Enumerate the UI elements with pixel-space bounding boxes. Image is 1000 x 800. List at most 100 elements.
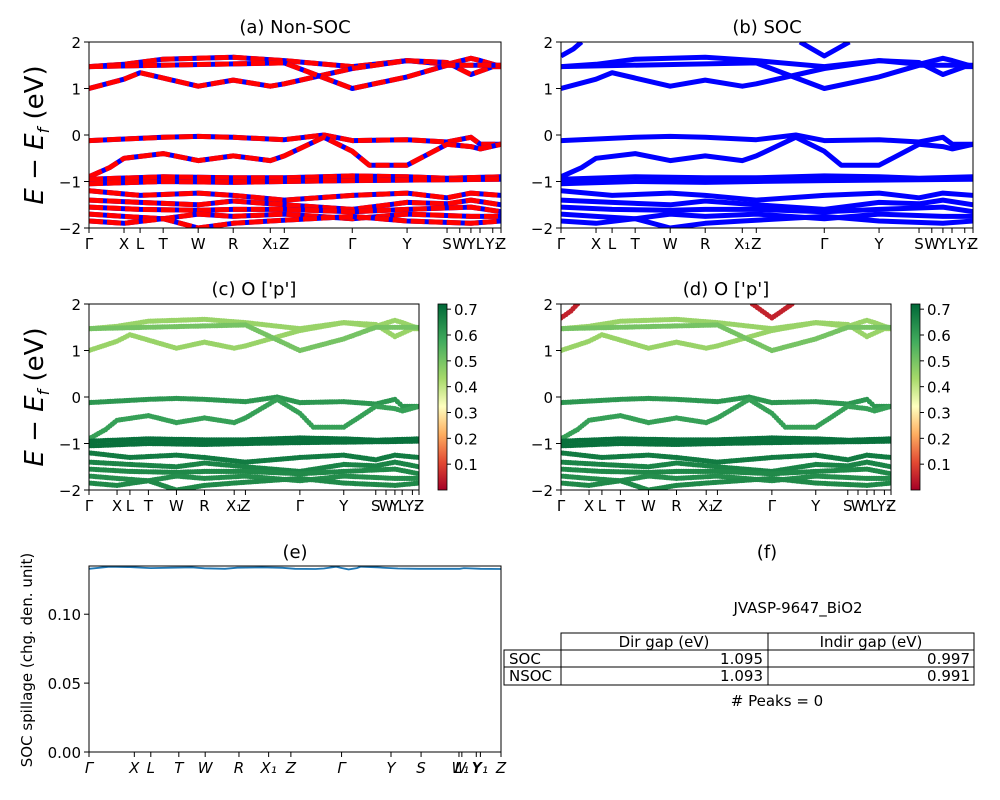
y-tick-label: 0.05: [48, 675, 81, 693]
x-tick-label: Y: [338, 497, 349, 515]
x-tick-label: Y₁: [876, 497, 892, 515]
x-tick-label: Z: [240, 497, 250, 515]
band-point: [888, 480, 891, 486]
bands: [89, 316, 419, 490]
x-tick-label: L: [476, 235, 485, 253]
band-line: [561, 58, 973, 91]
peaks-count: # Peaks = 0: [731, 692, 823, 710]
x-tick-label: Y₁: [473, 759, 488, 777]
panel-a: 210−1−2Γ X L T W R X₁ Z Γ Y S W Y L Y₁Z: [59, 34, 506, 253]
band-line: [561, 176, 973, 187]
bands: [89, 54, 501, 228]
band-line-nsoc: [89, 58, 501, 91]
ylabel-e: SOC spillage (chg. den. unit): [18, 553, 36, 768]
y-tick-label: 0: [543, 127, 553, 145]
band-line-nsoc: [89, 211, 501, 222]
band-line: [561, 211, 973, 222]
band-line-nsoc: [89, 132, 501, 147]
x-tick-label: R: [228, 235, 238, 253]
col-header-indir-gap: Indir gap (eV): [820, 633, 923, 651]
x-tick-label: X: [584, 497, 594, 515]
band-line-nsoc: [89, 188, 501, 203]
colorbar-d: 0.7 0.6 0.5 0.4 0.3 0.2 0.1: [910, 301, 951, 491]
x-tick-label: Γ: [820, 235, 829, 253]
band-point: [888, 471, 891, 477]
x-tick-label: S: [914, 235, 924, 253]
colorbar-tick-label: 0.2: [927, 430, 951, 448]
x-tick-label: Y: [873, 235, 884, 253]
y-tick-label: 1: [71, 343, 81, 361]
x-tick-label: T: [615, 497, 626, 515]
nsoc-dir-gap: 1.093: [720, 667, 763, 685]
spillage: [89, 566, 501, 571]
x-tick-label: Γ: [337, 759, 347, 777]
colorbar-tick-label: 0.1: [927, 456, 951, 474]
y-tick-label: −1: [59, 174, 81, 192]
x-tick-label: Γ: [85, 759, 95, 777]
x-tick-label: X₁: [226, 497, 242, 515]
x-tick-label: L₁: [455, 759, 469, 777]
colorbar-tick-label: 0.1: [454, 456, 478, 474]
plot-frame: [560, 41, 974, 229]
nsoc-indir-gap: 0.991: [927, 667, 970, 685]
band-line: [561, 134, 973, 180]
x-tick-label: X: [112, 497, 122, 515]
colorbar-tick-label: 0.3: [454, 405, 478, 423]
y-tick-label: 0.10: [48, 606, 81, 624]
x-tick-label: Z: [414, 497, 424, 515]
y-tick-label: 1: [543, 81, 553, 99]
colorbar-tick-label: 0.2: [454, 430, 478, 448]
panel-c-title: (c) O ['p']: [212, 279, 297, 300]
x-tick-label: Γ: [85, 497, 94, 515]
band-point: [574, 304, 581, 307]
y-tick-label: −2: [59, 482, 81, 500]
x-tick-label: S: [843, 497, 853, 515]
band-line: [561, 188, 973, 203]
y-tick-label: 0: [71, 389, 81, 407]
band-point: [416, 454, 419, 460]
x-tick-label: L: [608, 235, 617, 253]
colorbar-tick-label: 0.4: [927, 379, 951, 397]
colorbar-tick-label: 0.4: [454, 379, 478, 397]
colorbar-tick-label: 0.6: [927, 327, 951, 345]
colorbar-tick-label: 0.6: [454, 327, 478, 345]
band-point: [416, 475, 419, 481]
x-tick-label: R: [700, 235, 710, 253]
results-table: JVASP-9647_BiO2 Dir gap (eV) Indir gap (…: [503, 599, 975, 710]
x-tick-label: Z: [495, 759, 507, 777]
x-tick-label: W: [663, 235, 678, 253]
plot-frame: [88, 565, 502, 753]
colorbar-tick-label: 0.7: [927, 301, 951, 319]
x-tick-label: W: [198, 759, 214, 777]
bands: [561, 304, 891, 490]
band-line-nsoc: [89, 60, 501, 91]
x-tick-label: Γ: [557, 235, 566, 253]
x-tick-label: W: [452, 759, 468, 777]
y-tick-label: −2: [59, 220, 81, 238]
x-tick-label: R: [671, 497, 681, 515]
band-line-nsoc: [89, 197, 501, 212]
x-tick-label: S: [416, 759, 426, 777]
band-point: [416, 403, 419, 409]
x-tick-label: Z: [968, 235, 978, 253]
band-point: [888, 464, 891, 470]
x-tick-label: X₁: [734, 235, 750, 253]
x-tick-label: Y₁: [956, 235, 972, 253]
x-tick-label: R: [234, 759, 244, 777]
y-tick-label: 2: [543, 296, 553, 314]
y-tick-label: 0: [543, 389, 553, 407]
colorbar-tick-label: 0.3: [927, 405, 951, 423]
x-tick-label: L: [126, 497, 135, 515]
x-tick-label: Z: [279, 235, 289, 253]
x-tick-label: R: [199, 497, 209, 515]
x-tick-label: Y: [386, 759, 397, 777]
x-tick-label: S: [442, 235, 452, 253]
x-tick-label: Γ: [557, 497, 566, 515]
row-label-nsoc: NSOC: [509, 667, 552, 685]
x-tick-label: X: [119, 235, 129, 253]
band-line: [561, 197, 973, 212]
band-point: [416, 471, 419, 477]
band-line: [798, 42, 851, 59]
